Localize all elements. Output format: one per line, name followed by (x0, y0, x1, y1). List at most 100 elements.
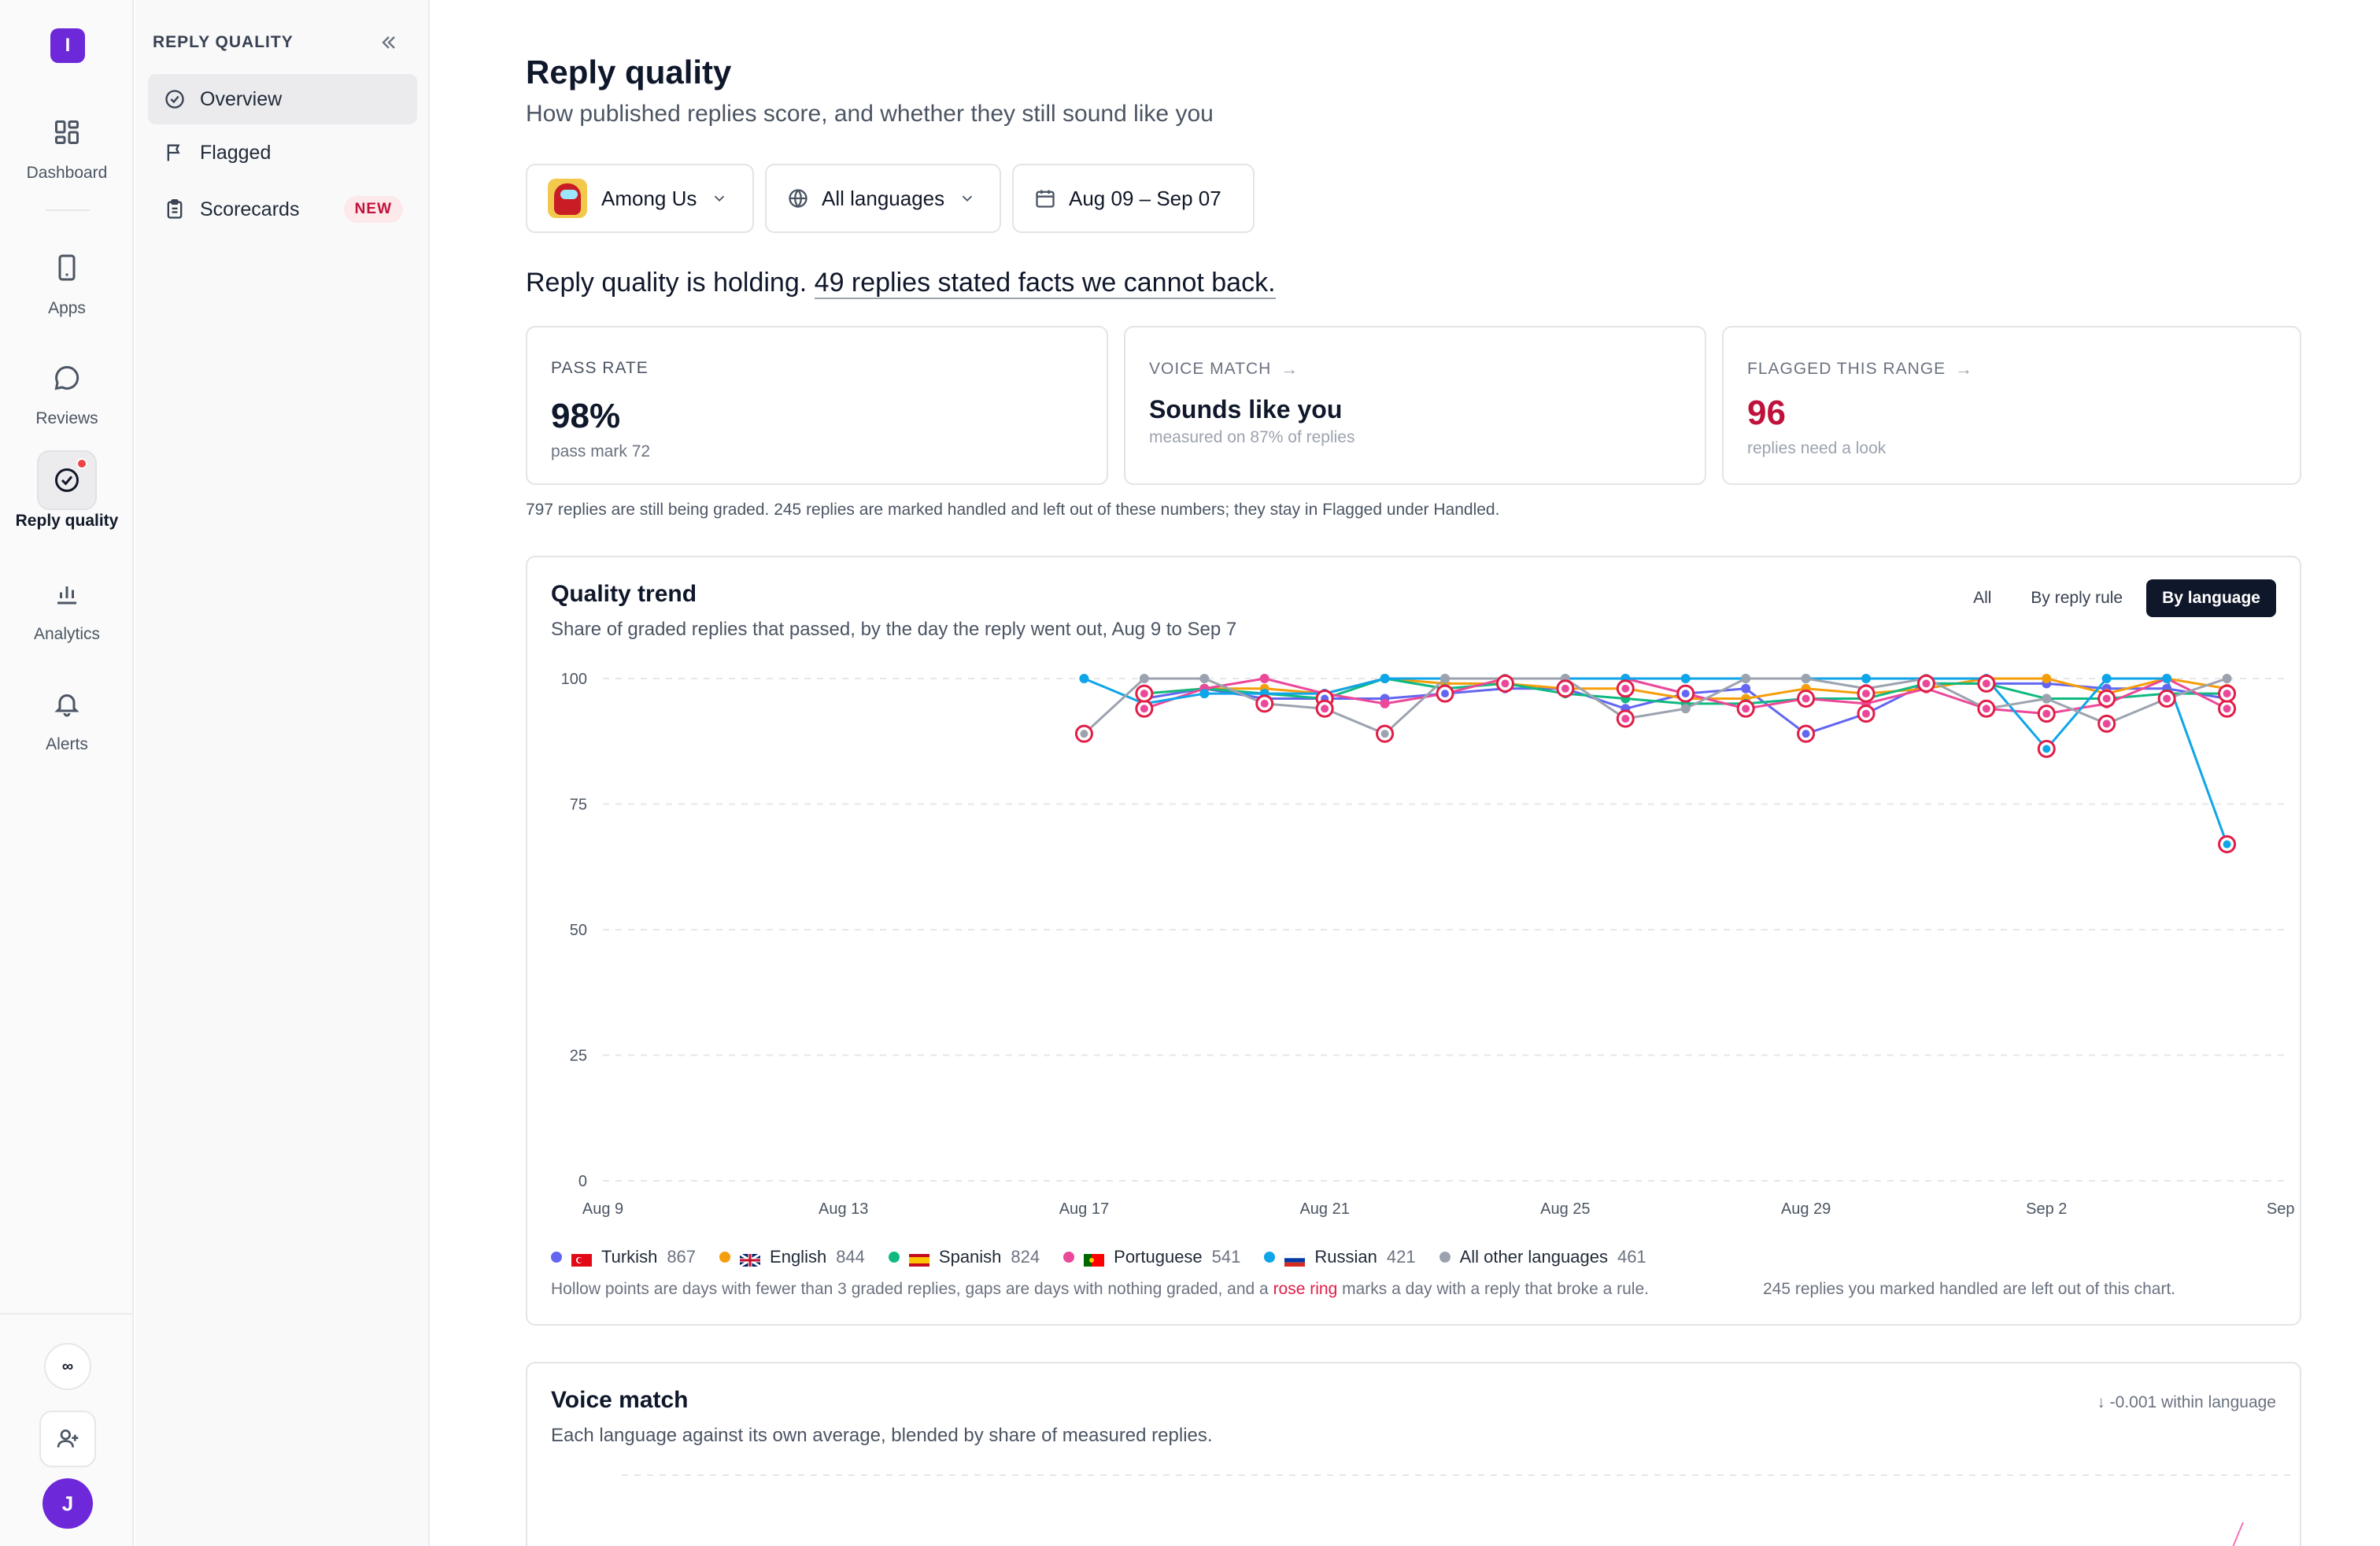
legend-item[interactable]: All other languages 461 (1439, 1247, 1646, 1267)
rose-ring-term: rose ring (1273, 1280, 1338, 1298)
data-point (2042, 674, 2052, 683)
bar-chart-icon (37, 564, 97, 623)
legend-count: 421 (1386, 1247, 1416, 1267)
voice-match-sub: measured on 87% of replies (1149, 428, 1355, 446)
page-title: Reply quality (526, 54, 732, 91)
data-point (1380, 730, 1389, 738)
data-point (2042, 745, 2051, 753)
legend-count: 541 (1211, 1247, 1241, 1267)
grid-icon (37, 102, 97, 162)
subnav-item-overview[interactable]: Overview (148, 74, 417, 124)
data-point (1079, 674, 1089, 683)
subnav-item-label: Scorecards (200, 198, 300, 220)
data-point (2223, 840, 2231, 849)
pt-flag-icon (1084, 1251, 1105, 1267)
subnav-item-flagged[interactable]: Flagged (148, 128, 417, 178)
x-tick-label: Aug 9 (582, 1200, 623, 1218)
check-circle-icon (37, 450, 97, 510)
new-badge: NEW (343, 196, 403, 223)
add-user-icon (57, 1429, 79, 1448)
kpi-label: VOICE MATCH → (1149, 359, 1299, 379)
clipboard-icon (167, 199, 183, 219)
invite-user-button[interactable] (39, 1411, 96, 1467)
legend-item[interactable]: Russian 421 (1264, 1247, 1416, 1267)
rail-label: Apps (48, 299, 86, 317)
legend-dot (719, 1252, 731, 1263)
legend-count: 461 (1617, 1247, 1646, 1267)
unbacked-facts-link[interactable]: 49 replies stated facts we cannot back. (814, 268, 1276, 299)
infinity-button[interactable]: ∞ (44, 1343, 91, 1390)
data-point (1680, 704, 1691, 714)
secondary-sidebar: REPLY QUALITY Overview Flagged Scorecard… (135, 0, 430, 1546)
card-subtitle: Each language against its own average, b… (551, 1425, 1213, 1446)
user-avatar[interactable]: J (42, 1478, 93, 1529)
legend-dot (888, 1252, 900, 1263)
data-point (1982, 679, 1990, 688)
legend-dot (1063, 1252, 1075, 1263)
legend-dot (551, 1252, 562, 1263)
data-point (1259, 674, 1269, 683)
voice-match-card[interactable]: VOICE MATCH → Sounds like you measured on… (1124, 326, 1706, 485)
legend-count: 824 (1011, 1247, 1040, 1267)
flagged-card[interactable]: FLAGGED THIS RANGE → 96 replies need a lo… (1722, 326, 2301, 485)
data-point (1080, 730, 1088, 738)
tr-flag-icon (571, 1251, 592, 1267)
rail-item-apps[interactable]: Apps (0, 238, 134, 318)
data-point (1922, 679, 1931, 688)
legend-item[interactable]: English 844 (719, 1247, 865, 1268)
date-range-picker[interactable]: Aug 09 – Sep 07 (1012, 164, 1255, 233)
legend-item[interactable]: Spanish 824 (888, 1247, 1040, 1267)
legend-item[interactable]: Portuguese 541 (1063, 1247, 1240, 1267)
y-tick-label: 25 (570, 1048, 587, 1065)
data-point (1862, 690, 1870, 698)
data-point (1501, 679, 1510, 688)
arrow-right-icon: → (1955, 359, 1974, 379)
data-point (1862, 709, 1870, 718)
globe-icon (789, 189, 808, 209)
data-point (1741, 674, 1751, 683)
subnav-item-scorecards[interactable]: Scorecards NEW (148, 184, 417, 235)
gb-flag-icon (739, 1251, 761, 1268)
tab-all[interactable]: All (1973, 589, 1992, 607)
voice-match-value: Sounds like you (1149, 395, 1343, 423)
data-point (1982, 705, 1990, 713)
data-point (2223, 690, 2231, 698)
tab-by-language[interactable]: By language (2146, 579, 2276, 617)
card-subtitle: Share of graded replies that passed, by … (551, 619, 1237, 640)
language-filter-dropdown[interactable]: All languages (765, 164, 1001, 233)
data-point (2102, 719, 2111, 728)
handled-note: 245 replies you marked handled are left … (1763, 1280, 2176, 1298)
within-language-delta: ↓ -0.001 within language (2097, 1393, 2276, 1411)
voice-match-section: Voice match Each language against its ow… (526, 1362, 2301, 1546)
subnav-item-label: Overview (200, 87, 283, 110)
rail-item-alerts[interactable]: Alerts (0, 674, 134, 754)
data-point (1802, 694, 1810, 703)
card-title: Voice match (551, 1387, 689, 1413)
x-tick-label: Aug 21 (1299, 1200, 1349, 1218)
collapse-sidebar-icon[interactable] (378, 31, 400, 54)
series-line (1083, 677, 2228, 735)
rail-item-analytics[interactable]: Analytics (0, 564, 134, 644)
data-point (1440, 674, 1450, 683)
app-filter-dropdown[interactable]: Among Us (526, 164, 754, 233)
workspace-logo[interactable]: I (50, 28, 85, 63)
rail-item-reply-quality[interactable]: Reply quality (0, 450, 134, 531)
legend-dot (1439, 1252, 1451, 1263)
rail-item-reviews[interactable]: Reviews (0, 348, 134, 428)
calendar-icon (1036, 190, 1055, 208)
legend-item[interactable]: Turkish 867 (551, 1247, 696, 1267)
app-filter-value: Among Us (601, 186, 697, 210)
data-point (2223, 705, 2231, 713)
x-tick-label: Aug 17 (1059, 1200, 1109, 1218)
data-point (2042, 693, 2052, 704)
subnav-title: REPLY QUALITY (153, 33, 294, 51)
data-point (2042, 709, 2051, 718)
rail-item-dashboard[interactable]: Dashboard (0, 102, 134, 183)
pass-rate-card: PASS RATE 98% pass mark 72 (526, 326, 1108, 485)
data-point (1441, 690, 1449, 698)
tab-by-reply-rule[interactable]: By reply rule (2031, 589, 2123, 607)
rail-divider (46, 209, 90, 211)
legend-count: 867 (667, 1247, 697, 1267)
rail-label: Analytics (33, 625, 101, 643)
x-tick-label: Aug 29 (1781, 1200, 1831, 1218)
